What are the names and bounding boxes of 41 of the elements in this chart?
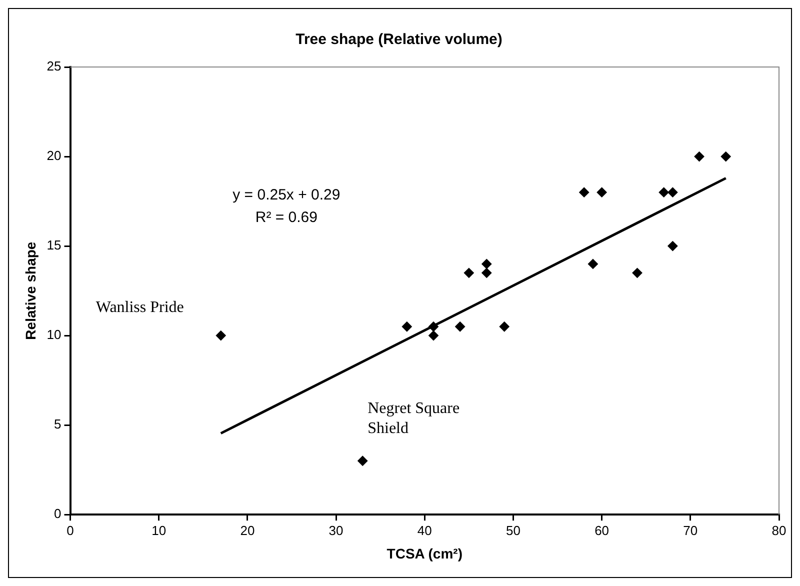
- point: [596, 187, 607, 198]
- point: [216, 330, 226, 341]
- point: [632, 268, 642, 278]
- y-tick-label: 0: [54, 506, 62, 522]
- x-tick-label: 50: [506, 522, 520, 538]
- y-tick-label: 25: [46, 58, 62, 74]
- point: [428, 322, 438, 332]
- annotation: Wanliss Pride: [96, 298, 184, 316]
- annotation: Negret Square Shield: [368, 400, 460, 438]
- point: [455, 322, 466, 332]
- annotation: y = 0.25x + 0.29: [232, 186, 340, 204]
- point: [668, 187, 678, 198]
- chart-title: Tree shape (Relative volume): [296, 31, 502, 48]
- x-tick-label: 0: [66, 522, 74, 538]
- annotation: R² = 0.69: [255, 208, 318, 226]
- y-axis-title: Relative shape: [22, 242, 38, 340]
- point: [482, 258, 492, 269]
- point: [428, 330, 438, 341]
- point: [464, 268, 474, 278]
- x-tick-label: 30: [328, 522, 344, 538]
- x-axis-title: TCSA (cm²): [386, 545, 462, 562]
- point: [579, 187, 590, 198]
- y-tick-label: 15: [46, 238, 62, 253]
- x-tick-label: 20: [240, 522, 255, 538]
- point: [402, 322, 412, 332]
- point: [668, 241, 678, 252]
- y-tick-label: 20: [46, 148, 62, 164]
- point: [358, 456, 368, 466]
- x-tick-label: 70: [683, 522, 698, 538]
- y-tick-label: 5: [54, 416, 62, 432]
- x-tick-label: 40: [417, 522, 432, 538]
- x-tick-label: 80: [772, 522, 786, 538]
- point: [499, 322, 510, 332]
- point: [658, 187, 669, 198]
- x-tick-label: 60: [594, 522, 610, 538]
- point: [482, 268, 492, 278]
- point: [588, 258, 598, 269]
- y-tick-label: 10: [46, 327, 62, 342]
- point: [720, 152, 731, 162]
- point: [694, 152, 704, 162]
- x-tick-label: 10: [152, 522, 166, 538]
